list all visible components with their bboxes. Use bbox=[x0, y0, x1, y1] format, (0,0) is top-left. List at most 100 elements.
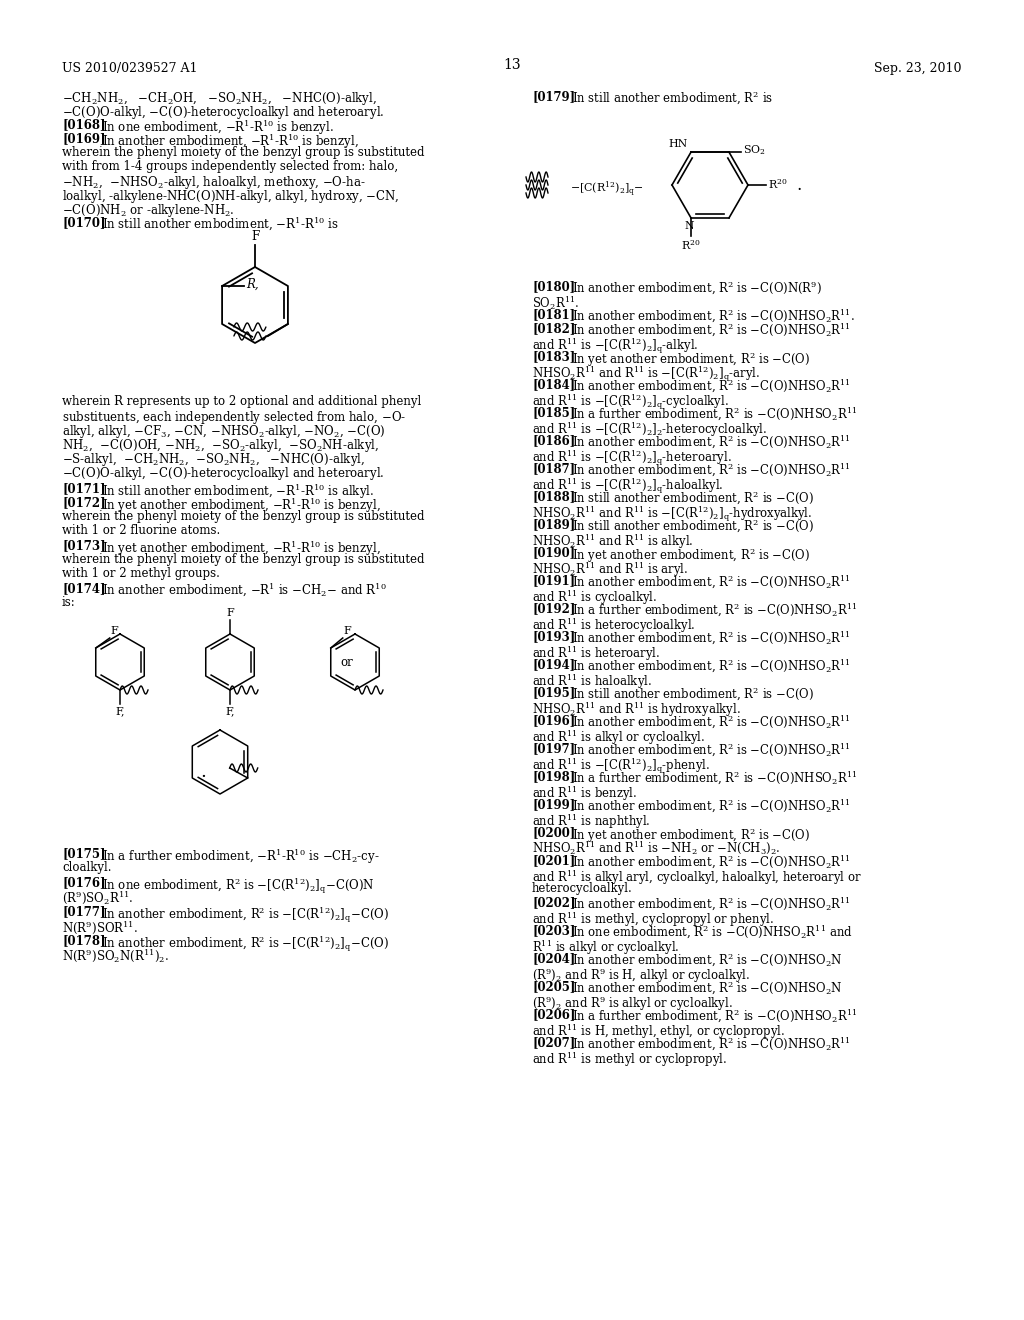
Text: and R$\mathregular{^{11}}$ is $\mathregular{-}$[C(R$\mathregular{^{12}}$)$\mathr: and R$\mathregular{^{11}}$ is $\mathregu… bbox=[532, 392, 729, 412]
Text: (R$\mathregular{^9}$)$\mathregular{_2}$ and R$\mathregular{^9}$ is H, alkyl or c: (R$\mathregular{^9}$)$\mathregular{_2}$ … bbox=[532, 966, 751, 985]
Text: In another embodiment, R$\mathregular{^2}$ is $\mathregular{-}$C(O)NHSO$\mathreg: In another embodiment, R$\mathregular{^2… bbox=[572, 1036, 851, 1053]
Text: In another embodiment, R$\mathregular{^2}$ is $\mathregular{-}$C(O)NHSO$\mathreg: In another embodiment, R$\mathregular{^2… bbox=[572, 434, 851, 451]
Text: 13: 13 bbox=[503, 58, 521, 73]
Text: R$\mathregular{^{20}}$: R$\mathregular{^{20}}$ bbox=[768, 177, 787, 191]
Text: In yet another embodiment, $\mathregular{-}$R$\mathregular{^1}$-R$\mathregular{^: In yet another embodiment, $\mathregular… bbox=[102, 539, 381, 558]
Text: In another embodiment, R$\mathregular{^2}$ is $\mathregular{-}$[C(R$\mathregular: In another embodiment, R$\mathregular{^2… bbox=[102, 906, 389, 925]
Text: NHSO$\mathregular{_2}$R$\mathregular{^{11}}$ and R$\mathregular{^{11}}$ is hydro: NHSO$\mathregular{_2}$R$\mathregular{^{1… bbox=[532, 700, 740, 719]
Text: $\mathregular{-}$C(O)NH$\mathregular{_2}$ or -alkylene-NH$\mathregular{_2}$.: $\mathregular{-}$C(O)NH$\mathregular{_2}… bbox=[62, 202, 234, 219]
Text: In still another embodiment, R$\mathregular{^2}$ is: In still another embodiment, R$\mathregu… bbox=[572, 90, 773, 107]
Text: and R$\mathregular{^{11}}$ is alkyl aryl, cycloalkyl, haloalkyl, heteroaryl or: and R$\mathregular{^{11}}$ is alkyl aryl… bbox=[532, 869, 861, 887]
Text: NHSO$\mathregular{_2}$R$\mathregular{^{11}}$ and R$\mathregular{^{11}}$ is alkyl: NHSO$\mathregular{_2}$R$\mathregular{^{1… bbox=[532, 532, 693, 550]
Text: and R$\mathregular{^{11}}$ is $\mathregular{-}$[C(R$\mathregular{^{12}}$)$\mathr: and R$\mathregular{^{11}}$ is $\mathregu… bbox=[532, 447, 732, 467]
Text: SO$\mathregular{_2}$: SO$\mathregular{_2}$ bbox=[743, 143, 766, 157]
Text: In another embodiment, R$\mathregular{^2}$ is $\mathregular{-}$C(O)NHSO$\mathreg: In another embodiment, R$\mathregular{^2… bbox=[572, 630, 851, 647]
Text: N: N bbox=[684, 220, 694, 231]
Text: [0177]: [0177] bbox=[62, 906, 105, 917]
Text: [0174]: [0174] bbox=[62, 582, 105, 595]
Text: and R$\mathregular{^{11}}$ is $\mathregular{-}$[C(R$\mathregular{^{12}}$)$\mathr: and R$\mathregular{^{11}}$ is $\mathregu… bbox=[532, 756, 710, 776]
Text: F: F bbox=[344, 626, 351, 636]
Text: and R$\mathregular{^{11}}$ is heteroaryl.: and R$\mathregular{^{11}}$ is heteroaryl… bbox=[532, 644, 660, 663]
Text: [0202]: [0202] bbox=[532, 896, 575, 909]
Text: [0182]: [0182] bbox=[532, 322, 575, 335]
Text: and R$\mathregular{^{11}}$ is $\mathregular{-}$[C(R$\mathregular{^{12}}$)$\mathr: and R$\mathregular{^{11}}$ is $\mathregu… bbox=[532, 337, 698, 356]
Text: In another embodiment, R$\mathregular{^2}$ is $\mathregular{-}$C(O)NHSO$\mathreg: In another embodiment, R$\mathregular{^2… bbox=[572, 657, 851, 676]
Text: [0191]: [0191] bbox=[532, 574, 575, 587]
Text: In yet another embodiment, $\mathregular{-}$R$\mathregular{^1}$-R$\mathregular{^: In yet another embodiment, $\mathregular… bbox=[102, 496, 381, 515]
Text: is:: is: bbox=[62, 597, 76, 609]
Text: [0171]: [0171] bbox=[62, 482, 105, 495]
Text: In another embodiment, R$\mathregular{^2}$ is $\mathregular{-}$C(O)N(R$\mathregu: In another embodiment, R$\mathregular{^2… bbox=[572, 280, 822, 297]
Text: [0198]: [0198] bbox=[532, 770, 575, 783]
Text: and R$\mathregular{^{11}}$ is H, methyl, ethyl, or cyclopropyl.: and R$\mathregular{^{11}}$ is H, methyl,… bbox=[532, 1022, 785, 1041]
Text: R,: R, bbox=[246, 277, 259, 290]
Text: loalkyl, -alkylene-NHC(O)NH-alkyl, alkyl, hydroxy, $\mathregular{-}$CN,: loalkyl, -alkylene-NHC(O)NH-alkyl, alkyl… bbox=[62, 187, 399, 205]
Text: and R$\mathregular{^{11}}$ is alkyl or cycloalkyl.: and R$\mathregular{^{11}}$ is alkyl or c… bbox=[532, 729, 706, 747]
Text: [0195]: [0195] bbox=[532, 686, 575, 700]
Text: In another embodiment, R$\mathregular{^2}$ is $\mathregular{-}$[C(R$\mathregular: In another embodiment, R$\mathregular{^2… bbox=[102, 935, 389, 954]
Text: NHSO$\mathregular{_2}$R$\mathregular{^{11}}$ and R$\mathregular{^{11}}$ is $\mat: NHSO$\mathregular{_2}$R$\mathregular{^{1… bbox=[532, 840, 780, 857]
Text: (R$\mathregular{^9}$)SO$\mathregular{_2}$R$\mathregular{^{11}}$.: (R$\mathregular{^9}$)SO$\mathregular{_2}… bbox=[62, 890, 133, 907]
Text: In yet another embodiment, R$\mathregular{^2}$ is $\mathregular{-}$C(O): In yet another embodiment, R$\mathregula… bbox=[572, 826, 810, 845]
Text: [0207]: [0207] bbox=[532, 1036, 575, 1049]
Text: alkyl, alkyl, $\mathregular{-}$CF$\mathregular{_3}$, $\mathregular{-}$CN, $\math: alkyl, alkyl, $\mathregular{-}$CF$\mathr… bbox=[62, 422, 385, 440]
Text: In another embodiment, R$\mathregular{^2}$ is $\mathregular{-}$C(O)NHSO$\mathreg: In another embodiment, R$\mathregular{^2… bbox=[572, 574, 851, 591]
Text: F: F bbox=[251, 230, 259, 243]
Text: F: F bbox=[226, 609, 233, 618]
Text: $\mathregular{-}$CH$\mathregular{_2}$NH$\mathregular{_2}$,   $\mathregular{-}$CH: $\mathregular{-}$CH$\mathregular{_2}$NH$… bbox=[62, 90, 377, 107]
Text: In another embodiment, R$\mathregular{^2}$ is $\mathregular{-}$C(O)NHSO$\mathreg: In another embodiment, R$\mathregular{^2… bbox=[572, 854, 851, 871]
Text: [0204]: [0204] bbox=[532, 952, 575, 965]
Text: [0183]: [0183] bbox=[532, 350, 575, 363]
Text: In another embodiment, R$\mathregular{^2}$ is $\mathregular{-}$C(O)NHSO$\mathreg: In another embodiment, R$\mathregular{^2… bbox=[572, 952, 843, 969]
Text: In another embodiment, R$\mathregular{^2}$ is $\mathregular{-}$C(O)NHSO$\mathreg: In another embodiment, R$\mathregular{^2… bbox=[572, 799, 851, 816]
Text: [0178]: [0178] bbox=[62, 935, 105, 946]
Text: [0185]: [0185] bbox=[532, 407, 575, 418]
Text: heterocycloalkyl.: heterocycloalkyl. bbox=[532, 882, 633, 895]
Text: [0175]: [0175] bbox=[62, 847, 105, 861]
Text: [0172]: [0172] bbox=[62, 496, 105, 510]
Text: [0199]: [0199] bbox=[532, 799, 575, 810]
Text: NH$\mathregular{_2}$,  $\mathregular{-}$C(O)OH, $\mathregular{-}$NH$\mathregular: NH$\mathregular{_2}$, $\mathregular{-}$C… bbox=[62, 437, 379, 454]
Text: In still another embodiment, R$\mathregular{^2}$ is $\mathregular{-}$C(O): In still another embodiment, R$\mathregu… bbox=[572, 490, 814, 507]
Text: N(R$\mathregular{^9}$)SO$\mathregular{_2}$N(R$\mathregular{^{11}}$)$\mathregular: N(R$\mathregular{^9}$)SO$\mathregular{_2… bbox=[62, 948, 169, 965]
Text: and R$\mathregular{^{11}}$ is naphthyl.: and R$\mathregular{^{11}}$ is naphthyl. bbox=[532, 812, 650, 830]
Text: wherein the phenyl moiety of the benzyl group is substituted: wherein the phenyl moiety of the benzyl … bbox=[62, 553, 425, 566]
Text: (R$\mathregular{^9}$)$\mathregular{_2}$ and R$\mathregular{^9}$ is alkyl or cycl: (R$\mathregular{^9}$)$\mathregular{_2}$ … bbox=[532, 994, 733, 1012]
Text: In a further embodiment, $\mathregular{-}$R$\mathregular{^1}$-R$\mathregular{^{1: In a further embodiment, $\mathregular{-… bbox=[102, 847, 380, 866]
Text: In a further embodiment, R$\mathregular{^2}$ is $\mathregular{-}$C(O)NHSO$\mathr: In a further embodiment, R$\mathregular{… bbox=[572, 407, 857, 424]
Text: $\mathregular{-}$C(O)O-alkyl, $\mathregular{-}$C(O)-heterocycloalkyl and heteroa: $\mathregular{-}$C(O)O-alkyl, $\mathregu… bbox=[62, 104, 384, 121]
Text: In still another embodiment, $\mathregular{-}$R$\mathregular{^1}$-R$\mathregular: In still another embodiment, $\mathregul… bbox=[102, 482, 374, 500]
Text: and R$\mathregular{^{11}}$ is $\mathregular{-}$[C(R$\mathregular{^{12}}$)$\mathr: and R$\mathregular{^{11}}$ is $\mathregu… bbox=[532, 420, 767, 438]
Text: In another embodiment, $\mathregular{-}$R$\mathregular{^1}$-R$\mathregular{^{10}: In another embodiment, $\mathregular{-}$… bbox=[102, 132, 358, 150]
Text: .: . bbox=[201, 763, 206, 781]
Text: In a further embodiment, R$\mathregular{^2}$ is $\mathregular{-}$C(O)NHSO$\mathr: In a further embodiment, R$\mathregular{… bbox=[572, 1008, 857, 1026]
Text: R$\mathregular{^{20}}$: R$\mathregular{^{20}}$ bbox=[681, 238, 700, 252]
Text: In another embodiment, $\mathregular{-}$R$\mathregular{^1}$ is $\mathregular{-}$: In another embodiment, $\mathregular{-}$… bbox=[102, 582, 387, 599]
Text: N(R$\mathregular{^9}$)SOR$\mathregular{^{11}}$.: N(R$\mathregular{^9}$)SOR$\mathregular{^… bbox=[62, 919, 138, 936]
Text: and R$\mathregular{^{11}}$ is haloalkyl.: and R$\mathregular{^{11}}$ is haloalkyl. bbox=[532, 672, 652, 690]
Text: $\mathregular{-}$[C(R$\mathregular{^{12}}$)$\mathregular{_2}$]$\mathregular{_q}$: $\mathregular{-}$[C(R$\mathregular{^{12}… bbox=[570, 180, 644, 198]
Text: [0190]: [0190] bbox=[532, 546, 575, 558]
Text: [0173]: [0173] bbox=[62, 539, 105, 552]
Text: and R$\mathregular{^{11}}$ is methyl, cyclopropyl or phenyl.: and R$\mathregular{^{11}}$ is methyl, cy… bbox=[532, 909, 774, 929]
Text: In another embodiment, R$\mathregular{^2}$ is $\mathregular{-}$C(O)NHSO$\mathreg: In another embodiment, R$\mathregular{^2… bbox=[572, 979, 843, 998]
Text: [0181]: [0181] bbox=[532, 308, 575, 321]
Text: In another embodiment, R$\mathregular{^2}$ is $\mathregular{-}$C(O)NHSO$\mathreg: In another embodiment, R$\mathregular{^2… bbox=[572, 742, 851, 759]
Text: In yet another embodiment, R$\mathregular{^2}$ is $\mathregular{-}$C(O): In yet another embodiment, R$\mathregula… bbox=[572, 546, 810, 565]
Text: In another embodiment, R$\mathregular{^2}$ is $\mathregular{-}$C(O)NHSO$\mathreg: In another embodiment, R$\mathregular{^2… bbox=[572, 462, 851, 479]
Text: cloalkyl.: cloalkyl. bbox=[62, 861, 112, 874]
Text: [0169]: [0169] bbox=[62, 132, 105, 145]
Text: NHSO$\mathregular{_2}$R$\mathregular{^{11}}$ and R$\mathregular{^{11}}$ is aryl.: NHSO$\mathregular{_2}$R$\mathregular{^{1… bbox=[532, 560, 688, 579]
Text: [0194]: [0194] bbox=[532, 657, 575, 671]
Text: In another embodiment, R$\mathregular{^2}$ is $\mathregular{-}$C(O)NHSO$\mathreg: In another embodiment, R$\mathregular{^2… bbox=[572, 714, 851, 731]
Text: In still another embodiment, R$\mathregular{^2}$ is $\mathregular{-}$C(O): In still another embodiment, R$\mathregu… bbox=[572, 517, 814, 536]
Text: [0184]: [0184] bbox=[532, 378, 575, 391]
Text: [0201]: [0201] bbox=[532, 854, 575, 867]
Text: [0192]: [0192] bbox=[532, 602, 575, 615]
Text: wherein R represents up to 2 optional and additional phenyl: wherein R represents up to 2 optional an… bbox=[62, 395, 421, 408]
Text: [0193]: [0193] bbox=[532, 630, 575, 643]
Text: In another embodiment, R$\mathregular{^2}$ is $\mathregular{-}$C(O)NHSO$\mathreg: In another embodiment, R$\mathregular{^2… bbox=[572, 378, 851, 396]
Text: In another embodiment, R$\mathregular{^2}$ is $\mathregular{-}$C(O)NHSO$\mathreg: In another embodiment, R$\mathregular{^2… bbox=[572, 322, 851, 339]
Text: wherein the phenyl moiety of the benzyl group is substituted: wherein the phenyl moiety of the benzyl … bbox=[62, 510, 425, 523]
Text: or: or bbox=[341, 656, 353, 668]
